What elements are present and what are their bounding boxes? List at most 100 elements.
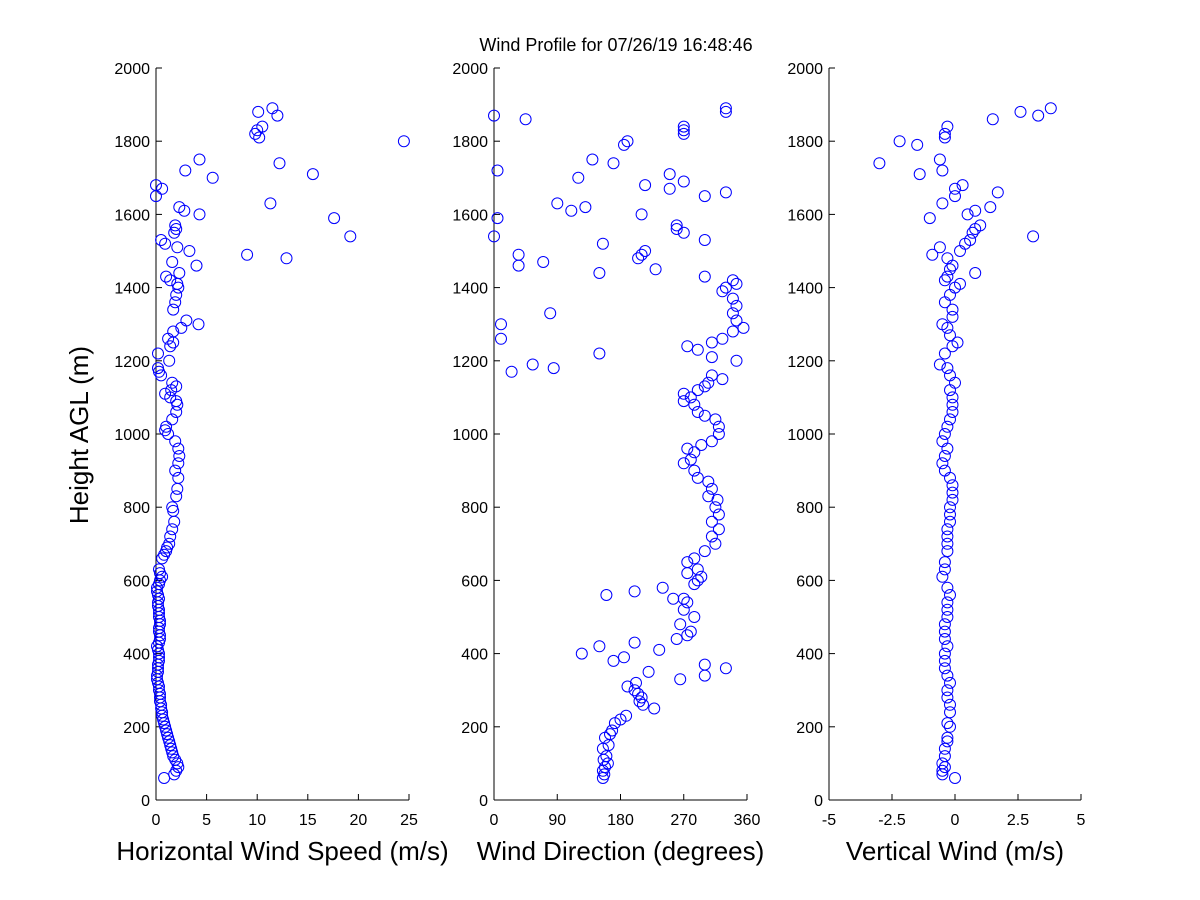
- y-tick-label: 1200: [114, 354, 150, 371]
- data-point: [873, 157, 886, 170]
- data-point: [166, 501, 179, 514]
- data-point: [698, 234, 711, 246]
- data-point: [170, 490, 183, 503]
- data-point: [938, 654, 951, 667]
- data-point: [688, 552, 701, 565]
- data-point: [702, 376, 715, 389]
- data-point: [663, 182, 676, 195]
- data-point: [695, 439, 708, 451]
- data-point: [172, 457, 185, 470]
- data-point: [642, 665, 655, 678]
- data-point: [635, 248, 648, 261]
- data-point: [677, 175, 690, 188]
- data-point: [169, 435, 182, 448]
- data-point: [677, 124, 690, 137]
- data-point: [691, 343, 704, 356]
- data-point: [946, 259, 959, 272]
- data-point: [600, 589, 613, 601]
- y-tick-label: 0: [141, 793, 150, 810]
- data-point: [946, 479, 959, 492]
- data-point: [941, 420, 954, 433]
- data-point: [951, 336, 964, 349]
- data-point: [966, 226, 979, 239]
- data-point: [579, 201, 592, 214]
- data-point: [716, 373, 729, 386]
- data-point: [961, 208, 974, 221]
- data-point: [941, 270, 954, 283]
- data-point: [941, 611, 954, 623]
- data-point: [938, 274, 951, 287]
- y-tick-label: 1600: [787, 207, 823, 224]
- data-point: [280, 252, 293, 265]
- data-point: [933, 358, 946, 371]
- data-point: [256, 120, 269, 133]
- data-point: [491, 212, 504, 225]
- data-point: [551, 197, 564, 210]
- data-point: [172, 442, 185, 455]
- data-point: [933, 241, 946, 254]
- x-tick-label: 0: [152, 812, 161, 829]
- data-point: [702, 490, 715, 503]
- data-point: [677, 127, 690, 140]
- data-point: [719, 102, 732, 115]
- data-point: [709, 537, 722, 550]
- data-point: [705, 336, 718, 349]
- data-point: [656, 581, 669, 594]
- data-point: [688, 578, 701, 591]
- data-point: [169, 296, 182, 309]
- data-point: [938, 428, 951, 440]
- data-point: [936, 318, 949, 331]
- data-point: [941, 669, 954, 682]
- data-point: [712, 508, 725, 521]
- data-point: [670, 633, 683, 645]
- data-point: [938, 347, 951, 360]
- data-point: [702, 475, 715, 488]
- data-point: [969, 204, 982, 217]
- x-tick-label: 5: [1077, 812, 1086, 829]
- data-point: [944, 329, 956, 342]
- data-point: [271, 109, 284, 122]
- data-point: [944, 720, 956, 733]
- y-tick-label: 0: [814, 793, 823, 810]
- y-tick-label: 600: [461, 573, 488, 590]
- data-point: [628, 684, 641, 697]
- data-point: [705, 530, 718, 543]
- data-point: [684, 453, 697, 466]
- data-point: [695, 570, 708, 583]
- y-tick-label: 1000: [114, 427, 150, 444]
- data-point: [180, 314, 193, 327]
- y-tick-label: 200: [796, 720, 823, 737]
- data-point: [635, 691, 648, 704]
- data-point: [946, 310, 959, 323]
- data-point: [944, 501, 956, 514]
- data-point: [170, 380, 183, 393]
- data-point: [938, 750, 951, 763]
- x-tick-label: 90: [548, 812, 566, 829]
- y-tick-label: 1200: [452, 354, 488, 371]
- data-point: [941, 603, 954, 616]
- data-point: [941, 530, 954, 543]
- data-point: [730, 277, 743, 290]
- data-point: [936, 570, 949, 583]
- data-point: [537, 256, 550, 268]
- x-tick-label: 20: [350, 812, 368, 829]
- data-point: [688, 464, 701, 477]
- y-tick-label: 1600: [452, 207, 488, 224]
- data-point: [649, 263, 662, 276]
- data-point: [936, 435, 949, 448]
- data-point: [639, 245, 652, 257]
- data-point: [170, 395, 183, 408]
- data-point: [344, 230, 357, 243]
- data-point: [938, 647, 951, 660]
- data-point: [705, 351, 718, 364]
- data-point: [681, 629, 694, 642]
- data-point: [526, 358, 539, 371]
- data-point: [691, 384, 704, 397]
- y-tick-label: 400: [796, 647, 823, 664]
- data-point: [991, 186, 1004, 199]
- x-tick-label: 360: [734, 812, 761, 829]
- y-tick-label: 1400: [452, 281, 488, 298]
- data-point: [169, 219, 182, 232]
- data-point: [172, 471, 185, 484]
